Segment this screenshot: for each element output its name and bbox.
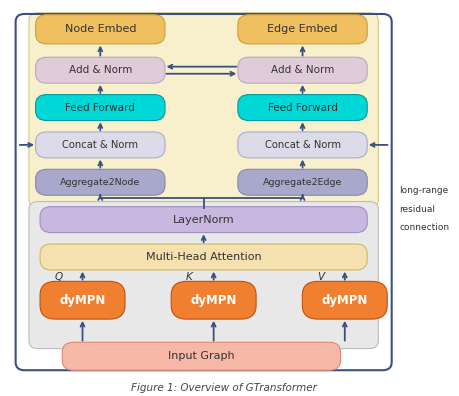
- FancyBboxPatch shape: [40, 282, 125, 319]
- Text: Feed Forward: Feed Forward: [267, 103, 337, 112]
- Text: K: K: [185, 272, 192, 282]
- FancyBboxPatch shape: [237, 169, 366, 195]
- Text: Add & Norm: Add & Norm: [68, 65, 132, 75]
- Text: dyMPN: dyMPN: [59, 294, 106, 307]
- Text: Aggregate2Edge: Aggregate2Edge: [262, 178, 341, 187]
- Text: Figure 1: Overview of GTransformer: Figure 1: Overview of GTransformer: [130, 383, 316, 392]
- FancyBboxPatch shape: [35, 132, 165, 158]
- FancyBboxPatch shape: [171, 282, 256, 319]
- FancyBboxPatch shape: [40, 207, 366, 232]
- Text: V: V: [316, 272, 324, 282]
- Text: Add & Norm: Add & Norm: [270, 65, 334, 75]
- Text: Node Embed: Node Embed: [64, 24, 136, 34]
- Text: LayerNorm: LayerNorm: [173, 215, 234, 225]
- Text: Aggregate2Node: Aggregate2Node: [60, 178, 140, 187]
- FancyBboxPatch shape: [29, 13, 378, 208]
- FancyBboxPatch shape: [237, 15, 366, 44]
- FancyBboxPatch shape: [35, 95, 165, 120]
- FancyBboxPatch shape: [29, 202, 378, 348]
- FancyBboxPatch shape: [237, 57, 366, 83]
- Text: residual: residual: [398, 204, 434, 213]
- Text: long-range: long-range: [398, 186, 448, 195]
- Text: Q: Q: [54, 272, 62, 282]
- Text: connection: connection: [398, 223, 448, 232]
- FancyBboxPatch shape: [302, 282, 386, 319]
- Text: Edge Embed: Edge Embed: [267, 24, 337, 34]
- Text: Concat & Norm: Concat & Norm: [62, 140, 138, 150]
- FancyBboxPatch shape: [35, 169, 165, 195]
- FancyBboxPatch shape: [62, 342, 340, 370]
- FancyBboxPatch shape: [35, 15, 165, 44]
- FancyBboxPatch shape: [35, 57, 165, 83]
- FancyBboxPatch shape: [237, 132, 366, 158]
- Text: Input Graph: Input Graph: [168, 351, 234, 361]
- Text: dyMPN: dyMPN: [321, 294, 367, 307]
- Text: dyMPN: dyMPN: [190, 294, 236, 307]
- FancyBboxPatch shape: [40, 244, 366, 270]
- Text: Concat & Norm: Concat & Norm: [264, 140, 340, 150]
- Text: Feed Forward: Feed Forward: [65, 103, 135, 112]
- Text: Multi-Head Attention: Multi-Head Attention: [146, 252, 261, 262]
- FancyBboxPatch shape: [237, 95, 366, 120]
